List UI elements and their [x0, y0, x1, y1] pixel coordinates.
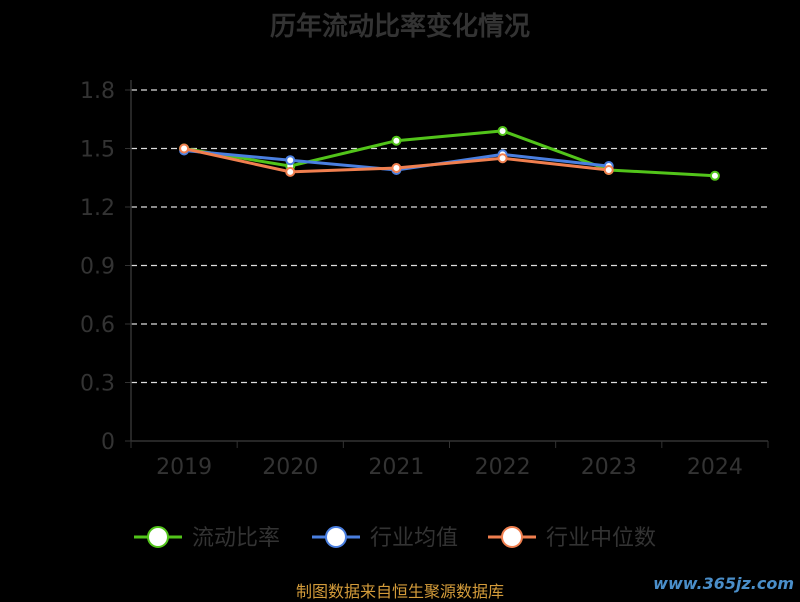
legend[interactable]: 流动比率 行业均值 行业中位数: [134, 526, 656, 551]
y-tick-label: 1.5: [80, 138, 115, 163]
data-point: [497, 125, 508, 136]
legend-label: 流动比率: [192, 526, 280, 551]
data-point: [391, 135, 402, 146]
y-tick-label: 0: [101, 430, 115, 455]
legend-marker: [501, 526, 523, 548]
x-tick-label: 2024: [687, 455, 743, 480]
x-tick-label: 2022: [475, 455, 531, 480]
grid-lines: [131, 89, 768, 384]
data-point: [497, 153, 508, 164]
legend-item-2[interactable]: 行业中位数: [488, 526, 656, 551]
x-tick-label: 2020: [262, 455, 318, 480]
x-tick-label: 2023: [581, 455, 637, 480]
legend-item-0[interactable]: 流动比率: [134, 526, 280, 551]
chart-title: 历年流动比率变化情况: [269, 12, 530, 42]
y-tick-label: 0.9: [80, 255, 115, 280]
series-lines: [179, 125, 720, 181]
legend-label: 行业中位数: [546, 526, 656, 551]
legend-marker: [147, 526, 169, 548]
data-point: [285, 166, 296, 177]
data-point: [709, 170, 720, 181]
data-point: [285, 155, 296, 166]
y-tick-label: 0.6: [80, 313, 115, 338]
legend-marker: [325, 526, 347, 548]
x-tick-label: 2019: [156, 455, 212, 480]
series-line-0: [183, 129, 715, 178]
axes: 0 0.3 0.6 0.9 1.2 1.5 1.8 2019 2020 2021 2022 2023 2…: [80, 79, 769, 480]
watermark: www.365jz.com: [653, 574, 794, 593]
data-point: [603, 164, 614, 175]
x-tick-label: 2021: [368, 455, 424, 480]
y-tick-label: 1.2: [80, 196, 115, 221]
y-tick-label: 0.3: [80, 372, 115, 397]
legend-label: 行业均值: [370, 526, 458, 551]
y-tick-label: 1.8: [80, 79, 115, 104]
data-point: [391, 163, 402, 173]
legend-item-1[interactable]: 行业均值: [312, 526, 458, 551]
data-point: [179, 143, 190, 154]
source-note: 制图数据来自恒生聚源数据库: [295, 582, 504, 601]
